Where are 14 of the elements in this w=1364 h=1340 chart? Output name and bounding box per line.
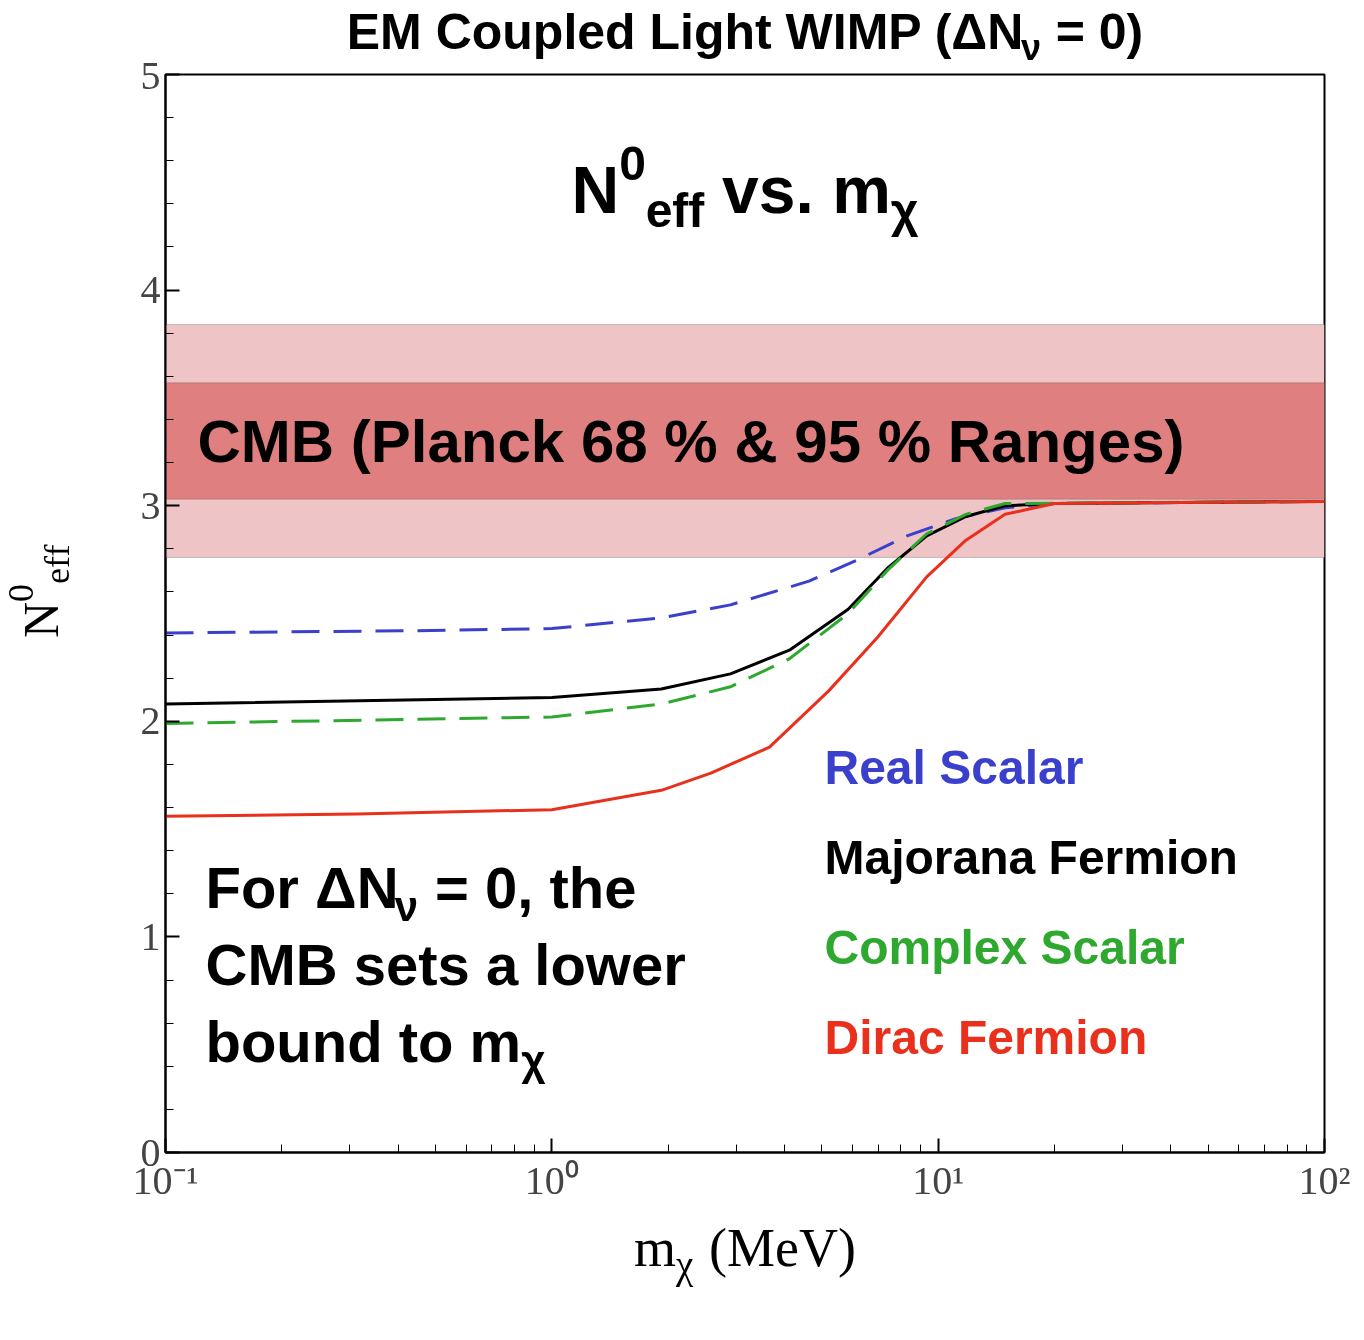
text: Majorana Fermion bbox=[824, 831, 1238, 884]
y-tick-label: 5 bbox=[140, 52, 161, 98]
x-tick-label: 10¹ bbox=[912, 1157, 965, 1203]
text: Dirac Fermion bbox=[824, 1011, 1148, 1064]
y-tick-label: 4 bbox=[140, 267, 161, 313]
y-tick-label: 3 bbox=[140, 482, 161, 528]
x-tick-label: 10² bbox=[1298, 1157, 1351, 1203]
band-label: CMB (Planck 68 % & 95 % Ranges) bbox=[197, 407, 1185, 475]
x-tick-label: 10⁰ bbox=[524, 1157, 579, 1203]
y-tick-label: 2 bbox=[140, 698, 161, 744]
text: Complex Scalar bbox=[824, 921, 1185, 974]
text: Real Scalar bbox=[824, 741, 1084, 794]
y-tick-label: 1 bbox=[140, 913, 161, 959]
y-axis-title: N0eff bbox=[0, 544, 77, 639]
